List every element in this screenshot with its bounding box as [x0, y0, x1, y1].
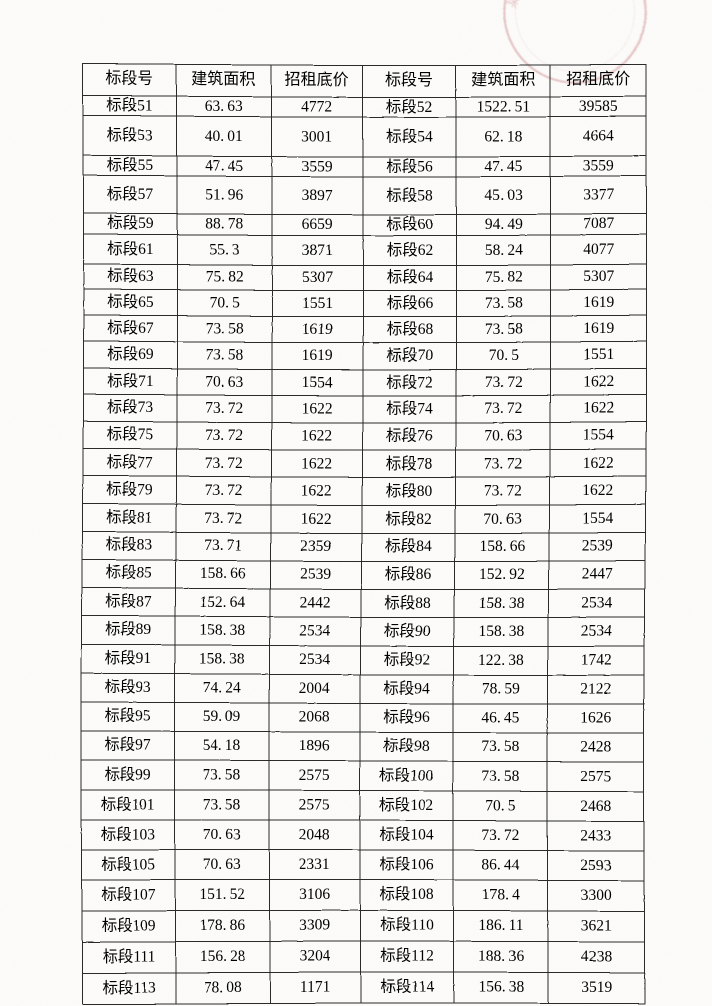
svg-text:某某区人民政府办公室: 某某区人民政府办公室: [504, 0, 643, 10]
